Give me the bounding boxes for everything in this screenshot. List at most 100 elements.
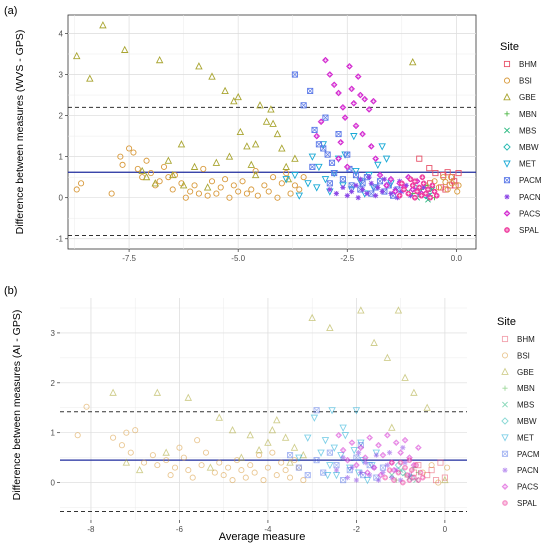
data-point-pacm: [291, 71, 298, 78]
legend-label-mbn: MBN: [519, 110, 537, 119]
data-point-bsi: [274, 194, 281, 201]
data-point-gbe: [195, 62, 203, 70]
data-point-bhm: [424, 472, 431, 479]
data-point-gbe: [184, 393, 193, 401]
y-tick-label: 0: [59, 194, 64, 203]
data-point-bsi: [300, 174, 307, 181]
data-point-pacn: [367, 472, 373, 478]
data-point-pacs: [414, 444, 422, 452]
data-point-pacn: [373, 452, 379, 458]
data-point-gbe: [284, 175, 293, 183]
data-point-gbe: [162, 448, 170, 456]
data-point-bsi: [119, 161, 126, 168]
data-point-met: [337, 452, 345, 460]
data-point-pacn: [425, 193, 431, 199]
data-point-bsi: [200, 165, 207, 172]
data-point-pacs: [322, 56, 329, 64]
data-point-pacs: [361, 95, 369, 103]
data-point-pacm: [304, 472, 311, 479]
data-point-bsi: [169, 186, 176, 193]
data-point-bsi: [225, 464, 232, 471]
data-point-gbe: [269, 119, 277, 127]
data-point-met: [282, 176, 290, 184]
data-point-pacn: [356, 450, 362, 456]
data-point-pacn: [340, 184, 346, 191]
data-point-pacs: [383, 181, 390, 189]
data-point-pacn: [380, 470, 386, 476]
data-point-pacs: [356, 91, 364, 99]
data-point-bsi: [278, 459, 285, 466]
data-point-pacs: [348, 439, 356, 447]
data-point-pacs: [370, 97, 377, 105]
data-point-bsi: [229, 477, 236, 484]
x-tick-label: -2.5: [340, 254, 354, 263]
data-point-gbe: [122, 458, 131, 466]
data-point-bsi: [264, 464, 271, 471]
y-tick-label: -1: [56, 235, 64, 244]
data-point-spal: [386, 467, 393, 473]
data-point-bhm: [444, 169, 451, 176]
legend-label-pacm: PACM: [517, 450, 540, 459]
panel-b-plot-area: [60, 298, 467, 520]
x-tick-label: -8: [87, 525, 95, 534]
data-point-spal: [397, 459, 404, 466]
data-point-spal: [391, 477, 397, 483]
data-point-pacs: [337, 138, 345, 146]
data-point-pacn: [398, 477, 404, 483]
x-tick-label: -4: [264, 525, 272, 534]
panel-a-ticks: -7.5 -5.0 -2.5 0.0 -1 0 1 2 3 4: [56, 29, 463, 263]
data-point-pacs: [348, 85, 356, 93]
legend-key-pacs: [501, 483, 509, 491]
data-point-gbe: [168, 170, 177, 179]
data-point-bsi: [176, 444, 183, 451]
data-point-bsi: [134, 165, 141, 172]
x-tick-label: -5.0: [231, 254, 245, 263]
data-point-bsi: [444, 186, 451, 193]
data-point-gbe: [251, 140, 260, 148]
data-point-spal: [396, 192, 403, 199]
data-point-pacs: [379, 451, 387, 459]
data-point-pacn: [394, 195, 401, 201]
data-point-met: [295, 192, 304, 200]
data-point-pacn: [400, 445, 406, 451]
data-point-bsi: [187, 188, 194, 195]
data-point-bsi: [74, 432, 81, 439]
data-point-bhm: [455, 170, 462, 177]
data-point-gbe: [208, 72, 216, 80]
data-point-gbe: [203, 183, 212, 191]
data-point-met: [330, 444, 339, 452]
data-point-pacn: [344, 193, 350, 199]
data-point-spal: [411, 474, 417, 481]
data-point-spal: [388, 459, 395, 466]
data-point-pacs: [350, 99, 358, 107]
data-point-met: [303, 434, 312, 442]
legend-key-mbn: [504, 111, 510, 117]
data-point-gbe: [206, 463, 215, 471]
data-point-pacn: [344, 474, 351, 481]
data-point-gbe: [135, 465, 144, 474]
data-point-pacs: [359, 130, 366, 138]
data-point-bsi: [239, 178, 246, 185]
data-point-gbe: [120, 45, 129, 53]
data-point-bsi: [291, 457, 298, 464]
data-point-pacm: [340, 477, 347, 484]
data-point-gbe: [286, 458, 294, 466]
data-point-spal: [419, 174, 426, 181]
data-point-pacm: [352, 172, 360, 179]
data-point-gbe: [246, 431, 254, 439]
data-point-spal: [402, 464, 408, 471]
data-point-spal: [382, 474, 389, 481]
data-point-pacs: [377, 471, 385, 479]
data-point-gbe: [164, 156, 173, 164]
data-point-spal: [406, 477, 413, 483]
panel-b-x-axis-label: Average measure: [219, 531, 306, 543]
legend-label-spal: SPAL: [517, 499, 537, 508]
data-point-gbe: [228, 426, 237, 434]
legend-label-pacn: PACN: [519, 193, 541, 202]
data-point-met: [352, 407, 361, 415]
data-point-gbe: [394, 306, 403, 314]
data-point-bsi: [235, 188, 242, 195]
data-point-pacs: [335, 431, 343, 439]
data-point-gbe: [282, 162, 290, 170]
data-point-bhm: [426, 165, 433, 172]
